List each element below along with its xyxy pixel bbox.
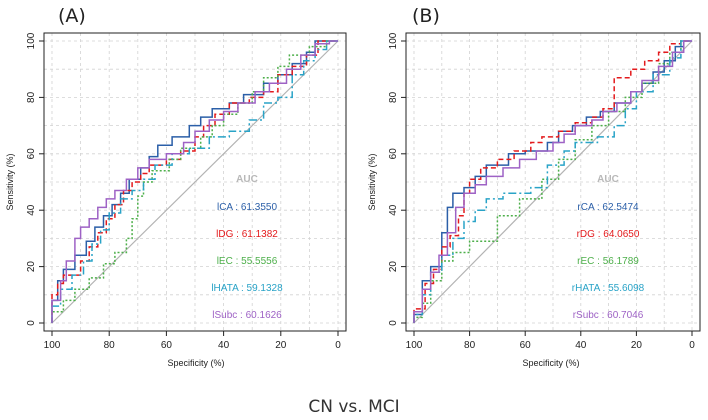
panel-b-auc-label-rec: rEC : 56.1789 [577,256,639,267]
panel-a-y-tick-label: 100 [26,32,37,49]
panel-b-auc-legend: AUC rCA : 62.5474 rDG : 64.0650 rEC : 56.1… [572,174,645,321]
panel-a-axes: 100 80 60 40 20 0 0 20 40 60 80 100 [26,32,341,351]
panel-a-y-tick-label: 80 [26,91,37,103]
panel-a-roc-curve-lsubc [51,40,338,323]
panel-b-roc-curve-rdg [413,40,692,323]
panel-a-x-tick-label: 100 [44,340,61,351]
panel-b-y-tick-label: 80 [388,91,399,103]
figure-caption: CN vs. MCI [308,397,399,417]
panel-b-y-tick-label: 40 [388,204,399,216]
panel-a-plot-frame [43,32,347,332]
panel-b-x-axis-title: Specificity (%) [522,358,579,368]
panel-a-label: (A) [58,5,86,27]
panel-b-plot-frame [405,32,701,332]
panel-a-x-tick-label: 40 [218,340,230,351]
panel-a-auc-label-lhata: lHATA : 59.1328 [211,283,283,294]
panel-b-chance-line [413,40,693,324]
panel-b-label: (B) [412,5,440,27]
panel-a-x-tick-label: 60 [161,340,173,351]
panel-b-y-axis-title: Sensitivity (%) [367,153,377,210]
panel-b-x-tick-label: 60 [520,340,532,351]
panel-a-auc-title: AUC [236,174,258,185]
panel-b-y-tick-label: 100 [388,32,399,49]
panel-a-roc-curve-lhata [51,40,338,323]
panel-b-x-tick-label: 20 [631,340,643,351]
roc-panel-a: (A) 100 80 60 40 20 0 0 20 40 60 80 100 Specificity… [5,5,347,368]
panel-b-auc-label-rsubc: rSubc : 60.7046 [573,310,644,321]
panel-b-axes: 100 80 60 40 20 0 0 20 40 60 80 100 [388,32,695,351]
panel-b-x-tick-label: 0 [689,340,695,351]
panel-b-auc-label-rdg: rDG : 64.0650 [577,229,640,240]
panel-b-x-tick-label: 100 [406,340,423,351]
roc-panel-b: (B) 100 80 60 40 20 0 0 20 40 60 80 100 Specificity… [367,5,701,368]
panel-a-grid [44,33,346,331]
panel-a-y-tick-label: 20 [26,261,37,273]
panel-b-y-tick-label: 60 [388,148,399,160]
panel-b-reference-diagonal [413,40,693,324]
panel-a-series [51,40,338,323]
panel-b-roc-curve-rec [413,40,692,323]
panel-a-auc-label-ldg: lDG : 61.1382 [216,229,278,240]
panel-b-x-tick-label: 40 [575,340,587,351]
panel-b-series [413,40,692,323]
panel-a-x-tick-label: 0 [335,340,341,351]
panel-a-y-axis-title: Sensitivity (%) [5,153,15,210]
panel-a-x-tick-label: 80 [104,340,116,351]
panel-a-auc-label-lca: lCA : 61.3550 [217,202,277,213]
panel-a-x-axis-title: Specificity (%) [167,358,224,368]
panel-a-auc-label-lec: lEC : 55.5556 [217,256,278,267]
panel-b-roc-curve-rsubc [413,40,692,323]
panel-a-auc-legend: AUC lCA : 61.3550 lDG : 61.1382 lEC : 55.5… [211,174,283,321]
panel-b-auc-label-rhata: rHATA : 55.6098 [572,283,645,294]
panel-a-roc-curve-lec [51,40,338,323]
panel-b-y-tick-label: 20 [388,261,399,273]
panel-a-y-tick-label: 40 [26,204,37,216]
panel-a-auc-label-lsubc: lSubc : 60.1626 [212,310,282,321]
panel-b-y-tick-label: 0 [388,320,399,326]
panel-b-auc-title: AUC [597,174,619,185]
panel-a-chance-line [51,40,339,324]
panel-a-y-tick-label: 60 [26,148,37,160]
panel-a-x-tick-label: 20 [275,340,287,351]
panel-b-x-tick-label: 80 [464,340,476,351]
panel-b-auc-label-rca: rCA : 62.5474 [577,202,639,213]
panel-a-reference-diagonal [51,40,339,324]
panel-a-y-tick-label: 0 [26,320,37,326]
